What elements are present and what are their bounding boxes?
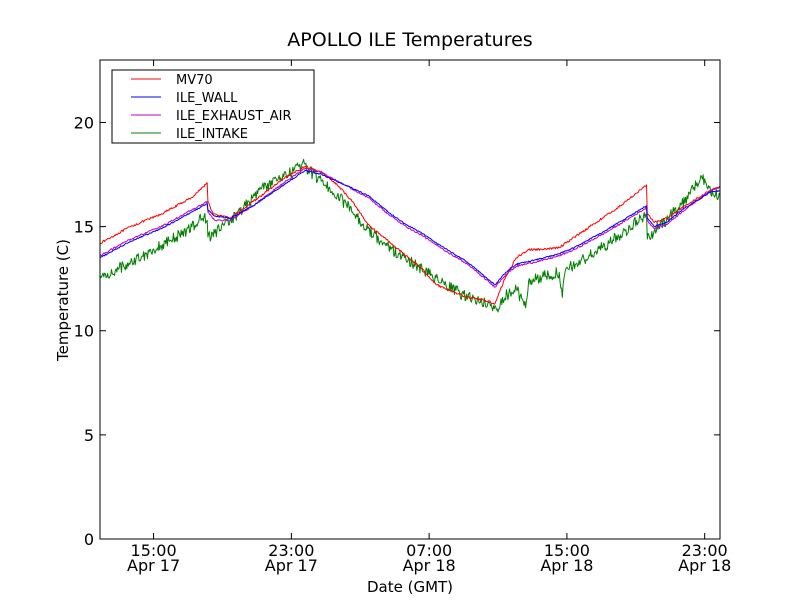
legend-label: ILE_WALL xyxy=(176,91,238,106)
x-tick-date-label: Apr 17 xyxy=(127,556,180,575)
x-tick-time-label: 15:00 xyxy=(131,541,177,560)
plot-frame xyxy=(99,59,721,540)
y-tick-label: 10 xyxy=(74,322,94,341)
series-line-ile-wall xyxy=(99,169,721,286)
x-tick-time-label: 23:00 xyxy=(268,541,314,560)
legend-label: MV70 xyxy=(176,73,213,88)
y-axis-label: Temperature (C) xyxy=(54,239,72,362)
x-tick-time-label: 07:00 xyxy=(406,541,452,560)
series-line-mv70 xyxy=(99,165,721,305)
x-tick-date-label: Apr 18 xyxy=(678,556,731,575)
x-tick-time-label: 23:00 xyxy=(682,541,728,560)
y-tick-label: 5 xyxy=(84,426,94,445)
x-tick-date-label: Apr 17 xyxy=(265,556,318,575)
y-tick-label: 0 xyxy=(84,530,94,549)
series-layer xyxy=(99,158,721,313)
y-tick-label: 20 xyxy=(74,113,94,132)
series-line-ile-exhaust-air xyxy=(99,167,721,288)
series-line-ile-intake xyxy=(99,158,721,313)
chart-title: APOLLO ILE Temperatures xyxy=(287,29,532,51)
x-tick-time-label: 15:00 xyxy=(544,541,590,560)
legend-label: ILE_INTAKE xyxy=(176,127,248,142)
legend-label: ILE_EXHAUST_AIR xyxy=(176,109,292,124)
x-tick-date-label: Apr 18 xyxy=(540,556,593,575)
y-tick-label: 15 xyxy=(74,218,94,237)
x-tick-date-label: Apr 18 xyxy=(403,556,456,575)
x-axis-label: Date (GMT) xyxy=(367,578,453,596)
legend: MV70 ILE_WALL ILE_EXHAUST_AIR ILE_INTAKE xyxy=(111,69,315,144)
legend-box xyxy=(111,69,315,144)
